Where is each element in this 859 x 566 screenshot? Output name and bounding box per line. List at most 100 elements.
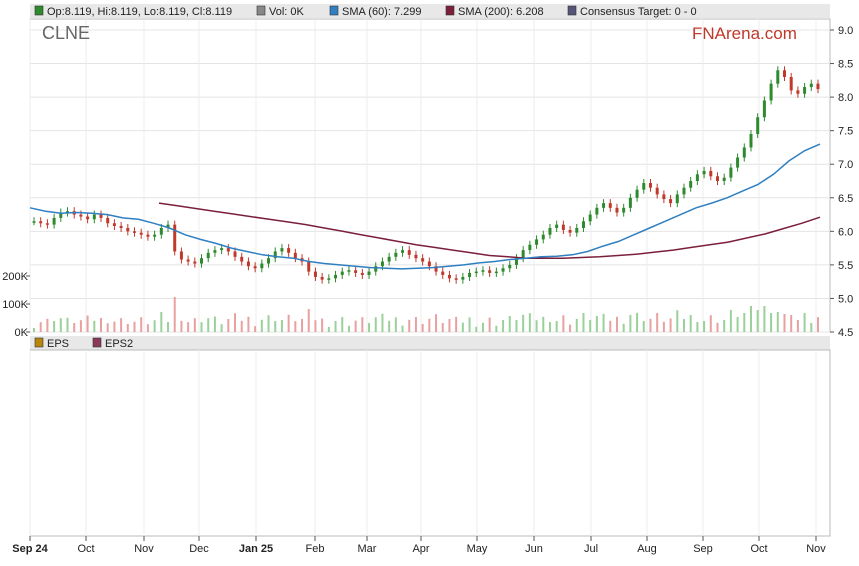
candle-body — [803, 87, 807, 94]
volume-bar — [207, 318, 210, 332]
volume-bar — [267, 315, 270, 332]
volume-bar — [488, 317, 491, 332]
legend-volume-label: Vol: 0K — [269, 6, 305, 18]
legend-eps: EPS — [34, 337, 69, 350]
candle-body — [193, 261, 197, 264]
volume-bar — [321, 318, 324, 332]
volume-bar — [341, 317, 344, 332]
volume-bar — [615, 316, 618, 332]
volume-bar — [743, 313, 746, 332]
candle-body — [642, 183, 646, 190]
candle-body — [173, 224, 177, 252]
candle-body — [126, 227, 130, 232]
volume-bar — [106, 323, 109, 332]
legend-ohlc-swatch — [34, 5, 44, 16]
candle-body — [401, 250, 405, 253]
volume-bar — [274, 321, 277, 332]
candle-body — [541, 234, 545, 240]
volume-bar — [709, 315, 712, 332]
legend-eps-label: EPS — [47, 338, 69, 350]
candle-body — [461, 276, 465, 280]
y-tick-label: 9.0 — [838, 25, 853, 37]
x-tick-label: May — [467, 543, 488, 555]
legend-volume-swatch — [256, 5, 266, 16]
legend-volume: Vol: 0K — [256, 5, 305, 18]
legend-eps2-label: EPS2 — [105, 338, 133, 350]
volume-bar — [542, 316, 545, 332]
legend-consensus: Consensus Target: 0 - 0 — [567, 5, 697, 18]
candle-body — [809, 83, 813, 88]
volume-bar — [736, 317, 739, 332]
candle-body — [782, 70, 786, 77]
legend-sma200-swatch — [445, 5, 455, 16]
candle-body — [501, 268, 505, 272]
volume-bar — [301, 319, 304, 332]
sma200-line — [158, 202, 821, 259]
candle-body — [635, 189, 639, 198]
volume-tick-label: 100K — [2, 299, 28, 311]
x-tick-label: Dec — [189, 543, 209, 555]
x-tick-label: Jun — [525, 543, 543, 555]
volume-bar — [756, 310, 759, 332]
candle-body — [213, 250, 217, 253]
volume-bar — [234, 313, 237, 332]
volume-bar — [696, 322, 699, 332]
y-tick-label: 4.5 — [838, 327, 853, 339]
volume-bar — [126, 324, 129, 332]
candle-body — [293, 252, 297, 259]
volume-bar — [622, 323, 625, 332]
candle-body — [648, 183, 652, 188]
candle-body — [79, 214, 83, 217]
volume-bar — [555, 321, 558, 332]
candle-body — [769, 83, 773, 101]
volume-bar — [642, 321, 645, 332]
candle-body — [494, 271, 498, 274]
candle-body — [421, 258, 425, 262]
volume-bar — [180, 320, 183, 332]
volume-bar — [93, 320, 96, 332]
volume-bar — [401, 325, 404, 332]
candle-body — [347, 270, 351, 272]
candle-body — [568, 229, 572, 233]
candle-body — [796, 90, 800, 94]
x-tick-label: Aug — [637, 543, 657, 555]
x-tick-label: Jan 25 — [239, 543, 273, 555]
volume-bar — [167, 322, 170, 332]
candle-body — [662, 194, 666, 200]
candle-body — [608, 203, 612, 208]
volume-bar — [213, 316, 216, 332]
candle-body — [159, 227, 163, 235]
legend-sma200-label: SMA (200): 6.208 — [458, 6, 544, 18]
volume-bar — [749, 306, 752, 332]
volume-tick-label: 0K — [15, 327, 29, 339]
volume-bar — [502, 320, 505, 332]
y-tick-label: 8.5 — [838, 59, 853, 71]
candle-body — [52, 217, 56, 225]
volume-bar — [307, 309, 310, 332]
volume-bar — [609, 320, 612, 332]
volume-bar — [334, 321, 337, 332]
volume-bar — [33, 328, 35, 332]
y-tick-label: 5.5 — [838, 260, 853, 272]
volume-bar — [790, 315, 793, 332]
candle-body — [287, 248, 291, 253]
volume-bar — [254, 326, 257, 332]
x-tick-label: Mar — [358, 543, 377, 555]
volume-bar — [200, 322, 203, 332]
legend-sma60-label: SMA (60): 7.299 — [342, 6, 422, 18]
candle-body — [488, 270, 492, 273]
x-tick-label: Nov — [134, 543, 154, 555]
candle-body — [246, 261, 250, 267]
volume-bar — [220, 324, 223, 332]
volume-bar — [394, 317, 397, 332]
candle-body — [481, 270, 485, 272]
candle-body — [816, 83, 820, 90]
volume-bars — [33, 297, 819, 332]
volume-bar — [133, 321, 136, 332]
volume-bar — [528, 313, 531, 332]
candle-body — [307, 261, 311, 272]
eps-legend-bar — [30, 336, 830, 350]
candle-body — [575, 227, 579, 233]
